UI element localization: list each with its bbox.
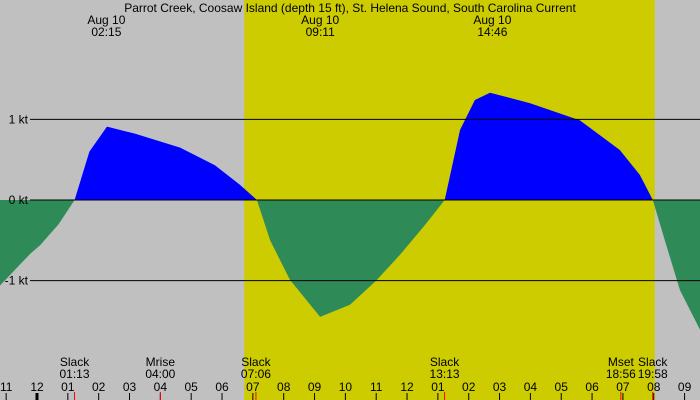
event-name: Mrise	[146, 355, 176, 369]
x-tick-label: 08	[647, 380, 661, 394]
x-tick-label: 08	[277, 380, 291, 394]
x-tick-label: 12	[30, 380, 44, 394]
event-time: 18:56	[606, 367, 636, 381]
event-time: 01:13	[60, 367, 90, 381]
event-name: Slack	[430, 355, 460, 369]
x-tick-label: 09	[308, 380, 322, 394]
x-tick-label: 04	[524, 380, 538, 394]
peak-time: 14:46	[477, 25, 507, 39]
x-tick-label: 03	[123, 380, 137, 394]
y-tick-label: 0 kt	[9, 193, 29, 207]
x-tick-label: 05	[555, 380, 569, 394]
x-tick-label: 07	[616, 380, 630, 394]
peak-date: Aug 10	[473, 13, 511, 27]
x-tick-label: 06	[585, 380, 599, 394]
y-tick-label: 1 kt	[9, 112, 29, 126]
x-tick-label: 07	[246, 380, 260, 394]
event-name: Slack	[241, 355, 271, 369]
peak-date: Aug 10	[87, 13, 125, 27]
peak-time: 09:11	[306, 25, 335, 39]
x-tick-label: 03	[493, 380, 507, 394]
x-tick-label: 04	[154, 380, 168, 394]
peak-date: Aug 10	[301, 13, 339, 27]
x-tick-label: 06	[215, 380, 229, 394]
event-name: Slack	[638, 355, 668, 369]
event-time: 07:06	[241, 367, 271, 381]
x-tick-label: 02	[92, 380, 106, 394]
event-name: Mset	[608, 355, 635, 369]
event-time: 13:13	[430, 367, 460, 381]
x-tick-label: 01	[61, 380, 75, 394]
x-tick-label: 12	[400, 380, 414, 394]
x-tick-label: 01	[431, 380, 445, 394]
x-tick-label: 11	[0, 380, 13, 394]
x-tick-label: 02	[462, 380, 476, 394]
x-tick-label: 09	[678, 380, 692, 394]
event-time: 04:00	[145, 367, 175, 381]
peak-time: 02:15	[91, 25, 121, 39]
y-tick-label: -1 kt	[5, 274, 29, 288]
current-area	[0, 92, 700, 330]
event-time: 19:58	[638, 367, 668, 381]
chart-title: Parrot Creek, Coosaw Island (depth 15 ft…	[124, 1, 576, 15]
x-tick-label: 11	[370, 380, 383, 394]
x-tick-label: 05	[185, 380, 199, 394]
x-tick-label: 10	[339, 380, 353, 394]
event-name: Slack	[60, 355, 90, 369]
